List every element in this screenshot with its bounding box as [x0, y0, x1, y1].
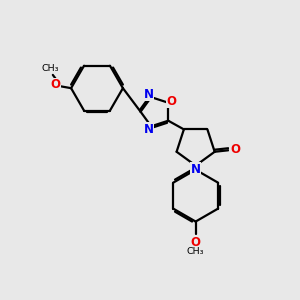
- Text: O: O: [167, 95, 177, 108]
- Text: CH₃: CH₃: [41, 64, 58, 73]
- Text: CH₃: CH₃: [187, 247, 204, 256]
- Text: N: N: [190, 163, 201, 176]
- Text: O: O: [50, 78, 61, 91]
- Text: N: N: [144, 123, 154, 136]
- Text: O: O: [190, 236, 201, 249]
- Text: N: N: [144, 88, 154, 101]
- Text: O: O: [230, 143, 240, 156]
